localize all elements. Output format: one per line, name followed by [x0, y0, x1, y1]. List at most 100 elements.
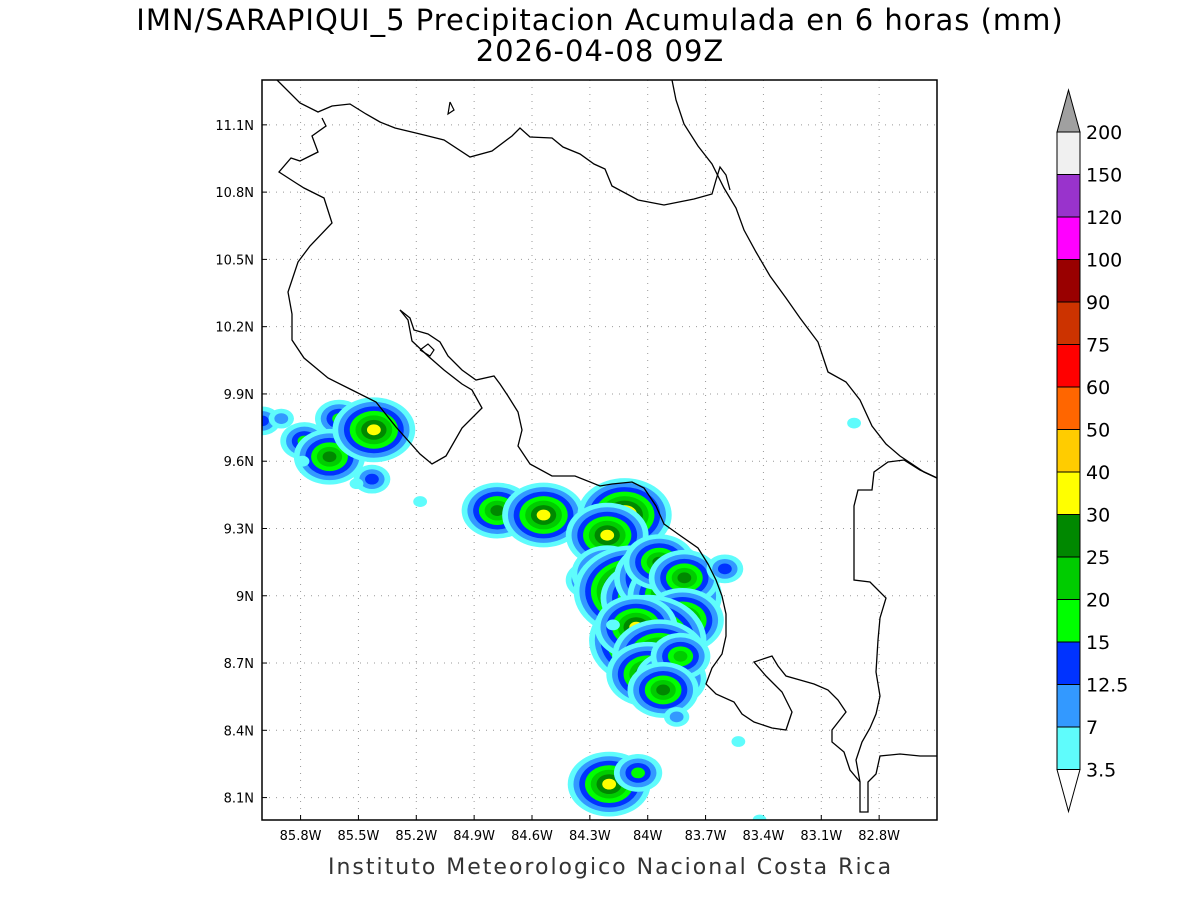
- lon-tick-label: 85.8W: [280, 829, 322, 844]
- rain-contour: [669, 711, 684, 723]
- rain-contour: [349, 478, 364, 490]
- rain-cell: [627, 662, 699, 718]
- rain-contour: [752, 814, 767, 820]
- rain-cell: [353, 464, 391, 494]
- coastline-guanacaste: [278, 117, 483, 465]
- colorbar-segment: [1056, 216, 1081, 260]
- border-panama: [853, 459, 937, 783]
- colorbar-label: 150: [1086, 165, 1122, 187]
- latitude-labels: 11.1N 10.8N 10.5N 10.2N 9.9N 9.6N 9.3N 9N 8.7N 8.…: [215, 119, 254, 807]
- colorbar-segment: [1056, 556, 1081, 600]
- lat-tick-label: 9.3N: [224, 522, 254, 537]
- lon-tick-label: 84.3W: [569, 829, 611, 844]
- rain-cell: [502, 482, 585, 548]
- rain-contour: [606, 619, 620, 631]
- colorbar-label: 12.5: [1086, 675, 1128, 697]
- colorbar-label: 7: [1086, 717, 1098, 739]
- rain-contour: [274, 413, 289, 425]
- rain-cell: [606, 619, 620, 631]
- colorbar-segment: [1056, 514, 1081, 558]
- colorbar-label: 100: [1086, 250, 1122, 272]
- colorbar-over-arrow: [1056, 88, 1081, 133]
- colorbar-label: 75: [1086, 335, 1110, 357]
- rain-cell: [752, 814, 767, 820]
- map-valid-time: 2026-04-08 09Z: [475, 34, 725, 68]
- lat-tick-label: 9.6N: [224, 455, 254, 470]
- rain-contour: [490, 505, 505, 516]
- coastline-layer: [276, 80, 937, 813]
- lon-tick-label: 83.4W: [743, 829, 785, 844]
- lon-tick-label: 84.9W: [453, 829, 495, 844]
- rain-contour: [365, 473, 379, 485]
- rain-cell: [349, 478, 364, 490]
- rain-contour: [717, 563, 732, 575]
- lat-tick-label: 8.1N: [224, 792, 254, 807]
- colorbar-segment: [1056, 726, 1081, 770]
- colorbar-segment: [1056, 259, 1081, 303]
- colorbar-under-arrow: [1056, 769, 1081, 814]
- rain-contour: [656, 684, 671, 696]
- colorbar-label: 3.5: [1086, 760, 1116, 782]
- colorbar-segment: [1056, 684, 1081, 728]
- rain-cell: [413, 496, 428, 507]
- rain-contour: [677, 572, 692, 584]
- colorbar-label: 120: [1086, 207, 1122, 229]
- island-nicaragua-lake: [447, 101, 455, 116]
- colorbar-segment: [1056, 344, 1081, 388]
- colorbar-label: 40: [1086, 462, 1110, 484]
- rain-cell: [731, 736, 746, 747]
- rain-contour: [631, 767, 645, 779]
- rain-cell: [613, 754, 663, 792]
- rain-cell: [847, 417, 861, 429]
- lat-tick-label: 8.4N: [224, 724, 254, 739]
- rain-contour: [731, 736, 746, 747]
- colorbar-segment: [1056, 386, 1081, 430]
- lat-tick-label: 10.8N: [215, 186, 254, 201]
- longitude-labels: 85.8W 85.5W 85.2W 84.9W 84.6W 84.3W 84W 83.7W 83…: [280, 829, 901, 844]
- rain-contour: [673, 650, 688, 662]
- rain-contour: [262, 415, 269, 427]
- lon-tick-label: 84W: [633, 829, 663, 844]
- colorbar-segment: [1056, 471, 1081, 515]
- colorbar-label: 90: [1086, 292, 1110, 314]
- colorbar-label: 60: [1086, 377, 1110, 399]
- rain-cell: [268, 408, 294, 429]
- coastline-caribbean: [671, 80, 937, 479]
- colorbar-segment: [1056, 599, 1081, 643]
- colorbar-label: 15: [1086, 632, 1110, 654]
- colorbar-segment: [1056, 131, 1081, 175]
- rain-contour: [322, 451, 337, 463]
- rain-contour: [847, 417, 861, 429]
- colorbar-label: 30: [1086, 505, 1110, 527]
- lat-tick-label: 10.2N: [215, 321, 254, 336]
- plot-frame: [261, 79, 938, 821]
- map-title: IMN/SARAPIQUI_5 Precipitacion Acumulada …: [136, 3, 1064, 37]
- coastline-gulf-nicoya: [399, 309, 937, 813]
- lat-tick-label: 11.1N: [215, 119, 254, 134]
- rain-cell: [706, 554, 744, 584]
- rain-contour: [413, 496, 428, 507]
- rain-contour: [295, 455, 310, 467]
- lon-tick-label: 82.8W: [858, 829, 900, 844]
- rain-contour: [536, 509, 551, 521]
- lon-tick-label: 85.5W: [338, 829, 380, 844]
- lon-tick-label: 84.6W: [511, 829, 553, 844]
- colorbar-segment: [1056, 429, 1081, 473]
- lon-tick-label: 83.1W: [800, 829, 842, 844]
- rain-contour: [602, 778, 617, 790]
- footer-credit: Instituto Meteorologico Nacional Costa R…: [328, 855, 894, 880]
- colorbar-label: 200: [1086, 122, 1122, 144]
- lat-tick-label: 10.5N: [215, 253, 254, 268]
- rain-contour: [366, 424, 381, 436]
- rain-cell: [663, 706, 690, 727]
- colorbar-segment: [1056, 174, 1081, 218]
- lat-tick-label: 8.7N: [224, 657, 254, 672]
- colorbar-segment: [1056, 641, 1081, 685]
- colorbar-segment: [1056, 301, 1081, 345]
- lon-tick-label: 85.2W: [395, 829, 437, 844]
- rain-contour: [600, 529, 615, 541]
- colorbar: 3.5 7 12.5 15 20 25 30 40 50 60 75 90 100 120 150 200: [1056, 88, 1128, 814]
- island-gulf: [419, 343, 435, 357]
- colorbar-label: 20: [1086, 590, 1110, 612]
